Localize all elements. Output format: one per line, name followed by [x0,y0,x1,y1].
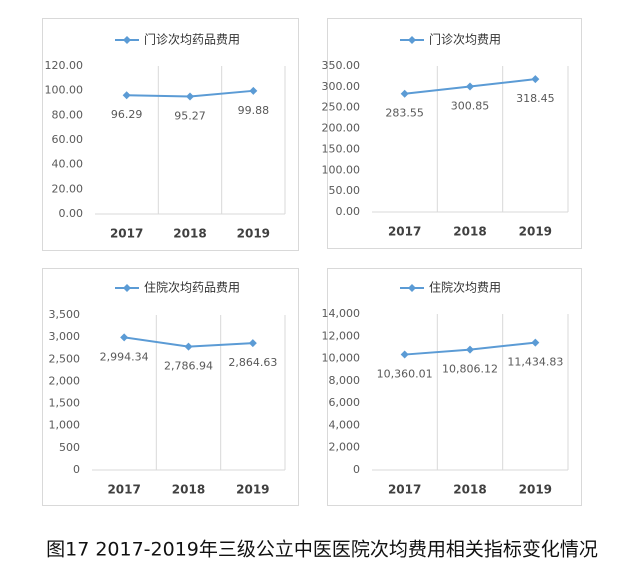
point [184,342,193,351]
point [122,91,131,100]
y-tick-label: 20.00 [52,182,84,195]
y-tick-label: 250.00 [322,101,361,114]
x-tick-label: 2017 [107,483,140,497]
y-tick-label: 120.00 [45,59,84,72]
y-tick-label: 500 [59,441,80,454]
data-label: 10,806.12 [442,363,498,376]
y-tick-label: 350.00 [322,59,361,72]
legend-marker [123,284,131,292]
y-tick-label: 150.00 [322,142,361,155]
y-tick-label: 0.00 [336,205,361,218]
point [248,339,257,348]
y-tick-label: 0 [353,463,360,476]
y-tick-label: 200.00 [322,122,361,135]
point [249,86,258,95]
point [400,350,409,359]
y-tick-label: 1,000 [49,419,81,432]
data-label: 95.27 [174,110,206,123]
chart-frame [42,268,299,506]
y-tick-label: 60.00 [52,133,84,146]
point [186,92,194,101]
x-tick-label: 2018 [453,225,486,239]
y-tick-label: 300.00 [322,80,361,93]
y-tick-label: 40.00 [52,158,84,171]
y-tick-label: 2,000 [49,374,81,387]
x-tick-label: 2019 [519,483,552,497]
y-tick-label: 0 [73,463,80,476]
point [531,75,540,84]
legend-label: 住院次均费用 [429,281,501,295]
y-tick-label: 50.00 [329,184,361,197]
data-label: 2,786.94 [164,360,213,373]
point [400,89,409,98]
point [466,345,474,354]
data-label: 2,994.34 [100,350,149,363]
y-tick-label: 4,000 [329,418,361,431]
data-label: 11,434.83 [507,356,563,369]
x-tick-label: 2019 [236,483,269,497]
y-tick-label: 0.00 [59,207,84,220]
x-tick-label: 2019 [519,225,552,239]
data-label: 99.88 [238,104,270,117]
legend-marker [408,36,416,44]
y-tick-label: 80.00 [52,108,84,121]
chart-frame [42,18,299,251]
data-label: 10,360.01 [377,368,433,381]
y-tick-label: 1,500 [49,397,81,410]
chart-frame [327,18,582,249]
x-tick-label: 2018 [453,483,486,497]
point [120,333,129,342]
x-tick-label: 2017 [110,227,143,241]
y-tick-label: 12,000 [322,329,361,342]
y-tick-label: 100.00 [322,163,361,176]
caption: 图17 2017-2019年三级公立中医医院次均费用相关指标变化情况 [46,539,598,561]
legend-marker [408,284,416,292]
legend-label: 门诊次均药品费用 [144,32,240,47]
legend-marker [123,36,131,44]
x-tick-label: 2018 [173,227,206,241]
data-label: 300.85 [451,100,490,113]
y-tick-label: 10,000 [322,352,361,365]
data-label: 2,864.63 [228,356,277,369]
point [466,82,474,91]
y-tick-label: 8,000 [329,374,361,387]
x-tick-label: 2019 [237,227,270,241]
y-tick-label: 14,000 [322,307,361,320]
data-label: 318.45 [516,92,555,105]
legend-label: 门诊次均费用 [429,32,501,47]
x-tick-label: 2017 [388,225,421,239]
y-tick-label: 100.00 [45,84,84,97]
chart-frame [327,268,582,506]
legend-label: 住院次均药品费用 [144,281,240,295]
y-tick-label: 3,000 [49,330,81,343]
y-tick-label: 2,000 [329,441,361,454]
point [531,338,540,347]
y-tick-label: 2,500 [49,352,81,365]
x-tick-label: 2017 [388,483,421,497]
data-label: 96.29 [111,108,143,121]
data-label: 283.55 [385,107,424,120]
y-tick-label: 6,000 [329,396,361,409]
y-tick-label: 3,500 [49,308,81,321]
x-tick-label: 2018 [172,483,205,497]
